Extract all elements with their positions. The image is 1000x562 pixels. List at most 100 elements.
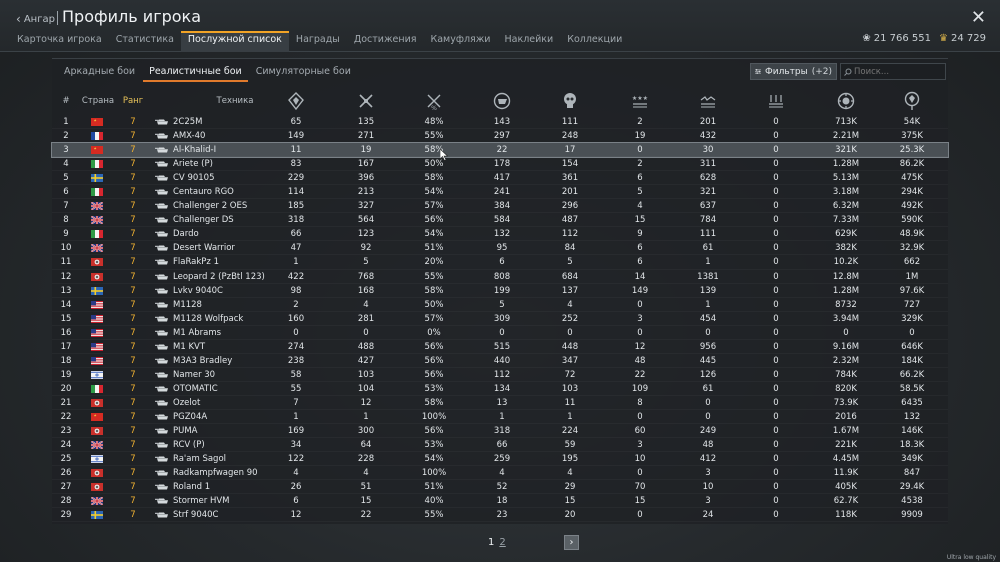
- table-row[interactable]: 3 ★ 7 Al-Khalid-I 11 19 58% 22 17 0 30 0 321K 25.3K: [51, 142, 949, 159]
- table-row[interactable]: 25 7 Ra'am Sagol 122 228 54% 259 195 10 412 0 4.45M…: [52, 452, 948, 466]
- table-row[interactable]: 10 7 Desert Warrior 47 92 51% 95 84 6 61 0 382K 32.9…: [52, 241, 948, 255]
- stat-victories: 22: [360, 510, 372, 521]
- tab-4[interactable]: Награды: [295, 34, 340, 45]
- filters-button[interactable]: Фильтры (+2): [750, 63, 837, 80]
- stat-battles: 229: [287, 173, 305, 184]
- table-row[interactable]: 4 7 Ariete (P) 83 167 50% 178 154 2 311 0 1.28M 86.2…: [52, 157, 948, 171]
- stat-win-rate: 58%: [424, 397, 444, 408]
- column-win-rate[interactable]: %: [416, 87, 452, 115]
- stat-silver-lions: 146K: [901, 426, 923, 437]
- vehicle-name: Desert Warrior: [173, 243, 235, 254]
- table-row[interactable]: 26 7 Radkampfwagen 90 4 4 100% 4 4 0 3 0 11.9K 847: [52, 466, 948, 480]
- tab-1[interactable]: Карточка игрока: [17, 34, 102, 45]
- row-number: 5: [63, 173, 69, 184]
- stat-battles: 238: [287, 355, 305, 366]
- column-silver-lions[interactable]: [894, 87, 930, 115]
- vehicle-cell: CV 90105: [155, 171, 215, 185]
- table-row[interactable]: 2 7 AMX-40 149 271 55% 297 248 19 432 0 2.21M 375K: [52, 129, 948, 143]
- filter-sliders-icon: [755, 69, 761, 74]
- row-number: 20: [60, 383, 72, 394]
- table-row[interactable]: 29 7 Strf 9040C 12 22 55% 23 20 0 24 0 118K 9909: [52, 508, 948, 522]
- stat-ground-kills: 1381: [697, 271, 719, 282]
- tab-3[interactable]: Послужной список: [180, 31, 289, 52]
- stat-air-kills: 0: [637, 145, 643, 156]
- table-row[interactable]: 16 7 M1 Abrams 0 0 0% 0 0 0 0 0 0 0: [52, 326, 948, 340]
- table-row[interactable]: 7 7 Challenger 2 OES 185 327 57% 384 296 4 637 0 6.…: [52, 199, 948, 213]
- column-number[interactable]: #: [62, 96, 70, 106]
- search-input[interactable]: [854, 66, 944, 77]
- table-row[interactable]: 17 7 M1 KVT 274 488 56% 515 448 12 956 0 9.16M 646K: [52, 340, 948, 354]
- vehicle-cell: Centauro RGO: [155, 185, 234, 199]
- column-rank[interactable]: Ранг: [122, 96, 144, 106]
- stat-air-kills: 149: [631, 285, 649, 296]
- column-vehicle[interactable]: Техника: [216, 96, 254, 106]
- table-row[interactable]: 9 7 Dardo 66 123 54% 132 112 9 111 0 629K 48.9K: [52, 227, 948, 241]
- table-row[interactable]: 20 7 OTOMATIC 55 104 53% 134 103 109 61 0 820K 58.5K: [52, 382, 948, 396]
- row-rank: 7: [130, 313, 136, 324]
- table-row[interactable]: 12 7 Leopard 2 (PzBtl 123) 422 768 55% 808 684 1…: [52, 270, 948, 284]
- table-row[interactable]: 23 7 PUMA 169 300 56% 318 224 60 249 0 1.67M 146K: [52, 424, 948, 438]
- flag-de-icon: [91, 258, 103, 267]
- page-current[interactable]: 1: [488, 537, 495, 548]
- column-battles[interactable]: [280, 87, 312, 115]
- stat-ground-kills: 111: [699, 229, 717, 240]
- tab-7[interactable]: Наклейки: [504, 34, 554, 45]
- golden-eagles-value: 24 729: [951, 33, 986, 44]
- stat-naval-kills: 0: [773, 411, 779, 422]
- vehicle-cell: Leopard 2 (PzBtl 123): [155, 270, 265, 284]
- stat-research-points: 5.13M: [832, 173, 860, 184]
- stat-victories: 123: [357, 229, 375, 240]
- tab-8[interactable]: Коллекции: [567, 34, 623, 45]
- table-row[interactable]: 27 7 Roland 1 26 51 51% 52 29 70 10 0 405K 29.4K: [52, 480, 948, 494]
- stat-silver-lions: 727: [903, 299, 921, 310]
- mode-tab-2[interactable]: Реалистичные бои: [143, 63, 248, 82]
- tab-2[interactable]: Статистика: [115, 34, 174, 45]
- stat-battles: 114: [287, 187, 305, 198]
- stat-silver-lions: 18.3K: [899, 440, 925, 451]
- column-air-kills[interactable]: ★★★: [620, 87, 660, 115]
- flag-gb-icon: [91, 497, 103, 506]
- tank-icon: [155, 245, 168, 251]
- table-row[interactable]: 5 7 CV 90105 229 396 58% 417 361 6 628 0 5.13M 475K: [52, 171, 948, 185]
- table-row[interactable]: 28 7 Stormer HVM 6 15 40% 18 15 15 3 0 62.7K 4538: [52, 494, 948, 508]
- table-row[interactable]: 19 7 Namer 30 58 103 56% 112 72 22 126 0 784K 66.2K: [52, 368, 948, 382]
- back-button[interactable]: ‹ Ангар: [16, 12, 55, 26]
- table-row[interactable]: 14 7 M1128 2 4 50% 5 4 0 1 0 8732 727: [52, 298, 948, 312]
- table-row[interactable]: 21 7 Ozelot 7 12 58% 13 11 8 0 0 73.9K 6435: [52, 396, 948, 410]
- column-victories[interactable]: [348, 87, 384, 115]
- table-row[interactable]: 24 7 RCV (P) 34 64 53% 66 59 3 48 0 221K 18.3K: [52, 438, 948, 452]
- table-row[interactable]: 13 7 Lvkv 9040C 98 168 58% 199 137 149 139 0 1.28M 9…: [52, 284, 948, 298]
- flag-us-icon: [91, 314, 103, 323]
- column-naval-kills[interactable]: [756, 87, 796, 115]
- next-page-button[interactable]: ›: [564, 535, 579, 550]
- column-deaths[interactable]: [552, 87, 588, 115]
- table-row[interactable]: 18 7 M3A3 Bradley 238 427 56% 440 347 48 445 0 2.32…: [52, 354, 948, 368]
- stat-deaths: 487: [561, 215, 579, 226]
- table-row[interactable]: 6 7 Centauro RGO 114 213 54% 241 201 5 321 0 3.18M 2…: [52, 185, 948, 199]
- table-row[interactable]: 8 7 Challenger DS 318 564 56% 584 487 15 784 0 7.33…: [52, 213, 948, 227]
- stat-victories: 0: [363, 327, 369, 338]
- column-research-points[interactable]: [824, 87, 868, 115]
- tab-5[interactable]: Достижения: [353, 34, 417, 45]
- stat-victories: 488: [357, 341, 375, 352]
- stat-silver-lions: 662: [903, 257, 921, 268]
- stat-win-rate: 55%: [424, 131, 444, 142]
- stat-win-rate: 50%: [424, 159, 444, 170]
- page-link-2[interactable]: 2: [499, 537, 506, 548]
- column-ground-kills[interactable]: [688, 87, 728, 115]
- table-row[interactable]: 11 7 FlaRakPz 1 1 5 20% 6 5 6 1 0 10.2K 662: [52, 255, 948, 269]
- row-rank: 7: [130, 229, 136, 240]
- stat-silver-lions: 29.4K: [899, 482, 925, 493]
- row-number: 21: [60, 397, 72, 408]
- table-row[interactable]: 22 ★ 7 PGZ04A 1 1 100% 1 1 0 0 0 2016 132: [52, 410, 948, 424]
- vehicle-cell: Stormer HVM: [155, 494, 230, 508]
- tab-6[interactable]: Камуфляжи: [430, 34, 491, 45]
- column-respawns[interactable]: [484, 87, 520, 115]
- close-icon[interactable]: ✕: [970, 7, 986, 28]
- tank-icon: [155, 316, 168, 322]
- mode-tab-1[interactable]: Аркадные бои: [64, 66, 136, 77]
- table-row[interactable]: 15 7 M1128 Wolfpack 160 281 57% 309 252 3 454 0 3.9…: [52, 312, 948, 326]
- column-country[interactable]: Страна: [81, 96, 115, 106]
- table-row[interactable]: 1 ★ 7 2C25M 65 135 48% 143 111 2 201 0 713K 54K: [52, 115, 948, 129]
- mode-tab-3[interactable]: Симуляторные бои: [255, 66, 351, 77]
